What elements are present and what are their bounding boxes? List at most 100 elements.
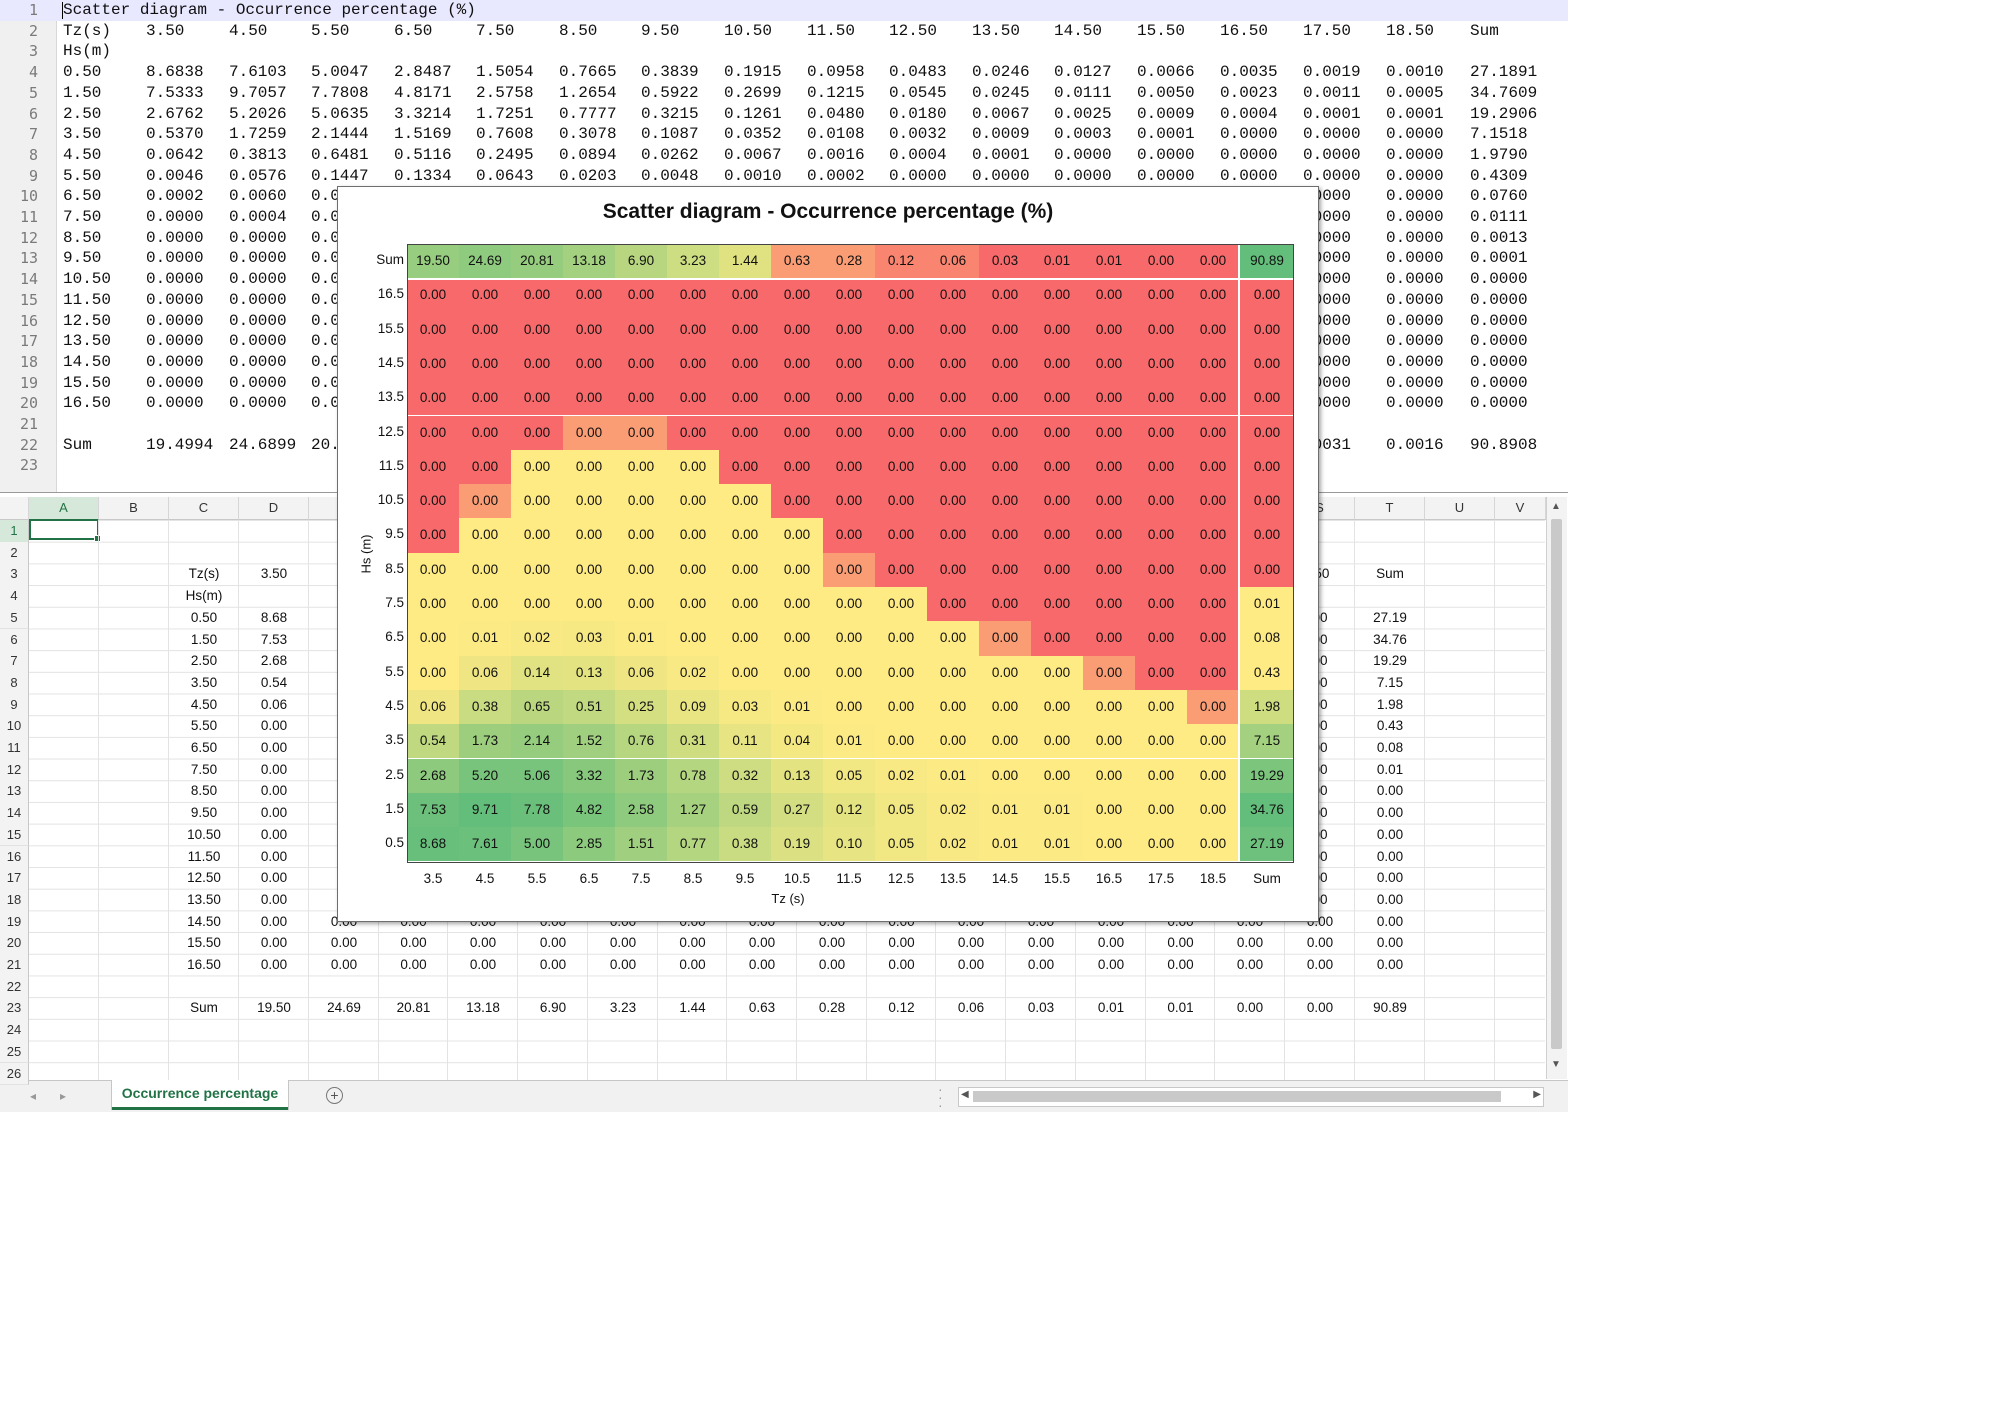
row-header[interactable]: 16 <box>0 845 29 869</box>
sheet-cell[interactable]: 0.00 <box>400 957 427 972</box>
editor-line[interactable]: 8 4.50 0.0642 0.3813 0.6481 0.5116 0.2495 0.089… <box>0 145 1568 166</box>
sheet-cell[interactable]: 19.29 <box>1373 653 1407 669</box>
row-header[interactable]: 13 <box>0 780 29 804</box>
editor-line[interactable]: 1 Scatter diagram - Occurrence percentage… <box>0 0 1568 21</box>
sheet-cell[interactable]: 0.00 <box>609 935 637 951</box>
sheet-cell[interactable]: 7.15 <box>1376 674 1404 690</box>
editor-line[interactable]: 21 <box>0 414 1568 435</box>
sheet-cell[interactable]: 0.00 <box>1236 1000 1264 1016</box>
sheet-cell[interactable]: 0.50 <box>190 609 218 625</box>
row-header[interactable]: 18 <box>0 888 29 912</box>
tab-scroll-right-icon[interactable]: ▸ <box>60 1089 67 1103</box>
editor-line[interactable]: 11 7.50 0.0000 0.0004 0.0.0000 0.0000 0.0111 <box>0 207 1568 228</box>
column-header-V[interactable]: V <box>1495 497 1546 520</box>
sheet-cell[interactable]: 0.00 <box>1376 935 1404 951</box>
sheet-cell[interactable]: 0.00 <box>330 957 358 972</box>
sheet-cell[interactable]: Sum <box>190 1000 218 1016</box>
column-header-D[interactable]: D <box>239 497 309 520</box>
sheet-cell[interactable]: 0.00 <box>539 935 567 951</box>
sheet-cell[interactable]: 0.00 <box>1376 957 1404 972</box>
sheet-cell[interactable]: 0.00 <box>539 957 567 972</box>
scroll-up-arrow-icon[interactable]: ▲ <box>1551 501 1561 512</box>
sheet-cell[interactable]: 0.00 <box>888 957 915 972</box>
sheet-cell[interactable]: 0.00 <box>1376 783 1404 799</box>
vertical-scroll-thumb[interactable] <box>1551 519 1562 1049</box>
sheet-cell[interactable]: 0.00 <box>260 805 288 821</box>
splitter-handle-icon[interactable]: · · · <box>938 1081 943 1112</box>
row-header[interactable]: 2 <box>0 541 29 565</box>
row-header[interactable]: 3 <box>0 563 29 587</box>
sheet-cell[interactable]: 0.00 <box>957 957 985 972</box>
sheet-cell[interactable]: 0.00 <box>748 935 776 951</box>
sheet-cell[interactable]: 7.50 <box>190 761 218 777</box>
sheet-cell[interactable]: 0.54 <box>260 674 288 690</box>
sheet-cell[interactable]: 0.00 <box>1376 848 1404 864</box>
select-all-corner[interactable] <box>0 497 29 520</box>
add-sheet-icon[interactable]: + <box>326 1087 343 1104</box>
sheet-cell[interactable]: 90.89 <box>1373 1000 1407 1016</box>
sheet-cell[interactable]: 0.00 <box>260 718 288 734</box>
sheet-cell[interactable]: 7.53 <box>260 631 288 647</box>
sheet-cell[interactable]: 0.00 <box>260 740 288 755</box>
row-header[interactable]: 6 <box>0 628 29 652</box>
editor-line[interactable]: 18 14.50 0.0000 0.0000 0.0.0000 0.0000 0.0000 <box>0 352 1568 373</box>
sheet-cell[interactable]: 16.50 <box>187 957 221 972</box>
sheet-cell[interactable]: 0.00 <box>400 935 427 951</box>
row-header[interactable]: 12 <box>0 758 29 782</box>
editor-line[interactable]: 17 13.50 0.0000 0.0000 0.0.0000 0.0000 0.0000 <box>0 331 1568 352</box>
sheet-cell[interactable]: 0.00 <box>1376 870 1404 886</box>
sheet-cell[interactable]: 0.00 <box>888 935 915 951</box>
sheet-cell[interactable]: 0.00 <box>330 935 358 951</box>
row-header[interactable]: 20 <box>0 932 29 955</box>
row-header[interactable]: 1 <box>0 520 29 543</box>
sheet-cell[interactable]: 8.50 <box>190 783 218 799</box>
sheet-cell[interactable]: 13.50 <box>187 891 221 907</box>
sheet-cell[interactable]: 3.23 <box>609 1000 637 1016</box>
sheet-cell[interactable]: 1.50 <box>190 631 218 647</box>
editor-line[interactable]: 20 16.50 0.0000 0.0000 0.0.0000 0.0000 0.0000 <box>0 393 1568 414</box>
sheet-cell[interactable]: 10.50 <box>187 826 221 842</box>
editor-line[interactable]: 23 <box>0 455 1568 476</box>
sheet-cell[interactable]: 6.90 <box>539 1000 567 1016</box>
sheet-cell[interactable]: 0.01 <box>1376 761 1404 777</box>
sheet-cell[interactable]: Sum <box>1376 566 1404 582</box>
row-header[interactable]: 10 <box>0 715 29 738</box>
sheet-cell[interactable]: 0.00 <box>1236 935 1264 951</box>
sheet-cell[interactable]: 0.28 <box>818 1000 846 1016</box>
sheet-cell[interactable]: 0.00 <box>679 935 706 951</box>
scroll-down-arrow-icon[interactable]: ▼ <box>1551 1059 1561 1070</box>
tab-scroll-left-icon[interactable]: ◂ <box>30 1089 37 1103</box>
sheet-cell[interactable]: 3.50 <box>260 566 288 582</box>
row-header[interactable]: 5 <box>0 606 29 630</box>
sheet-cell[interactable]: 19.50 <box>257 1000 291 1016</box>
sheet-cell[interactable]: 0.00 <box>1027 957 1055 972</box>
sheet-cell[interactable]: 0.01 <box>1097 1000 1125 1016</box>
sheet-cell[interactable]: 34.76 <box>1373 631 1407 647</box>
editor-line[interactable]: 2 Tz(s) 3.50 4.50 5.50 6.50 7.50 8.50 9.50 10.50 1… <box>0 21 1568 42</box>
sheet-cell[interactable]: 0.00 <box>1376 826 1404 842</box>
sheet-cell[interactable]: 27.19 <box>1373 609 1407 625</box>
sheet-cell[interactable]: 12.50 <box>187 870 221 886</box>
horizontal-scroll-thumb[interactable] <box>973 1091 1501 1102</box>
scroll-left-arrow-icon[interactable]: ◀ <box>961 1089 969 1100</box>
sheet-cell[interactable]: 13.18 <box>466 1000 500 1016</box>
sheet-tab-occurrence-percentage[interactable]: Occurrence percentage <box>112 1080 288 1110</box>
editor-line[interactable]: 4 0.50 8.6838 7.6103 5.0047 2.8487 1.5054 0.766… <box>0 62 1568 83</box>
sheet-cell[interactable]: 0.00 <box>1376 913 1404 929</box>
editor-line[interactable]: 19 15.50 0.0000 0.0000 0.0.0000 0.0000 0.0000 <box>0 373 1568 394</box>
sheet-cell[interactable]: 6.50 <box>190 740 218 755</box>
sheet-cell[interactable]: Hs(m) <box>185 588 223 604</box>
sheet-cell[interactable]: 0.00 <box>260 957 288 972</box>
sheet-cell[interactable]: 24.69 <box>327 1000 361 1016</box>
sheet-cell[interactable]: 0.00 <box>260 891 288 907</box>
sheet-cell[interactable]: 20.81 <box>396 1000 431 1016</box>
row-header[interactable]: 25 <box>0 1040 29 1064</box>
sheet-cell[interactable]: 0.00 <box>469 935 497 951</box>
sheet-cell[interactable]: 0.00 <box>260 848 288 864</box>
sheet-cell[interactable]: 5.50 <box>190 718 218 734</box>
editor-line[interactable]: 3 Hs(m) <box>0 41 1568 62</box>
editor-line[interactable]: 5 1.50 7.5333 9.7057 7.7808 4.8171 2.5758 1.265… <box>0 83 1568 104</box>
column-header-T[interactable]: T <box>1355 497 1425 520</box>
sheet-cell[interactable]: 11.50 <box>187 848 221 864</box>
sheet-cell[interactable]: 9.50 <box>190 805 218 821</box>
